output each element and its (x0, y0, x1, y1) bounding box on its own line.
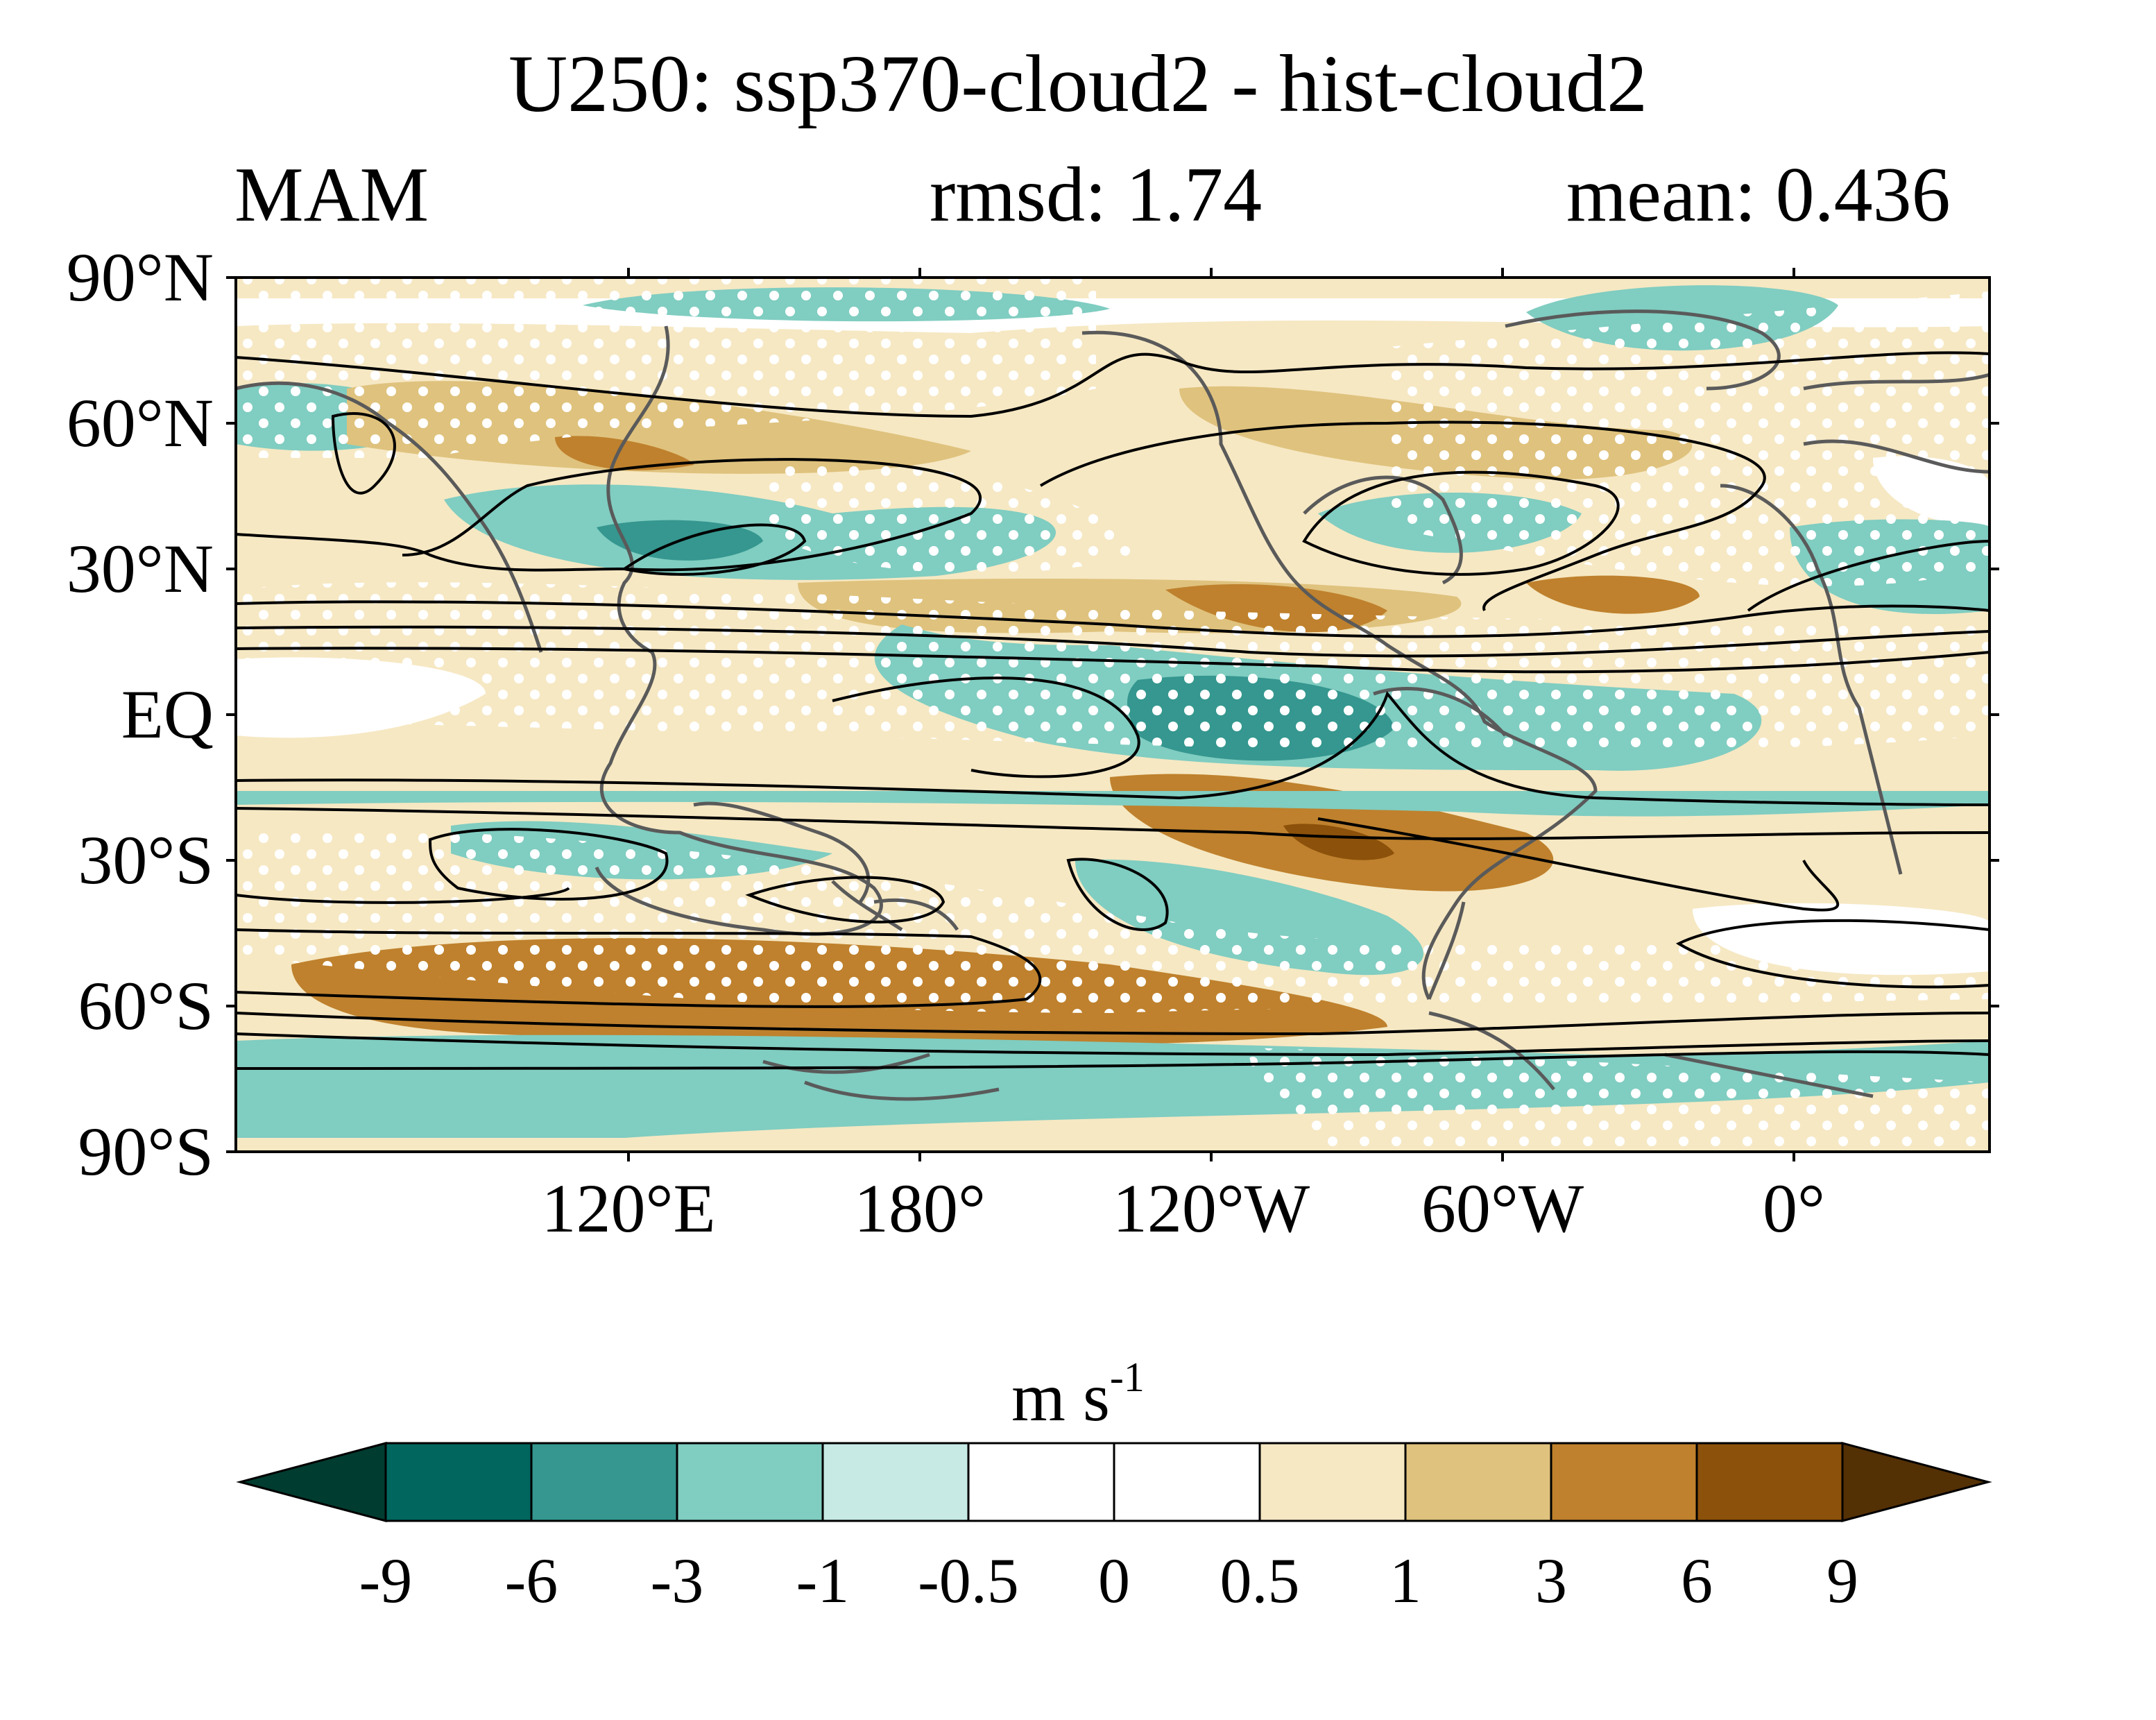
colorbar-label-8: 3 (1535, 1545, 1567, 1616)
colorbar-label-0: -9 (359, 1545, 413, 1616)
colorbar-box-6 (1258, 1442, 1407, 1522)
colorbar-label-1: -6 (504, 1545, 558, 1616)
mean-label: mean: 0.436 (1566, 152, 1951, 238)
map-panel (236, 278, 1990, 1152)
colorbar-label-4: -0.5 (918, 1545, 1019, 1616)
colorbar-box-2 (676, 1442, 824, 1522)
figure-title: U250: ssp370-cloud2 - hist-cloud2 (508, 38, 1648, 129)
lon-label-120e: 120°E (541, 1170, 716, 1247)
lon-label-180: 180° (854, 1170, 986, 1247)
colorbar-extend-low (236, 1442, 387, 1522)
colorbar-box-1 (530, 1442, 678, 1522)
lat-label-90s: 90°S (78, 1113, 214, 1190)
lon-label-60w: 60°W (1421, 1170, 1584, 1247)
map-frame (226, 268, 1999, 1161)
colorbar-label-7: 1 (1389, 1545, 1421, 1616)
colorbar-box-7 (1404, 1442, 1552, 1522)
colorbar-box-0 (384, 1442, 533, 1522)
colorbar-box-8 (1550, 1442, 1698, 1522)
lat-label-30n: 30°N (66, 530, 214, 607)
units-exponent: -1 (1109, 1354, 1145, 1400)
colorbar-box-4 (967, 1442, 1115, 1522)
colorbar-units: m s-1 (0, 1356, 2156, 1432)
colorbar-box-3 (821, 1442, 970, 1522)
units-base: m s (1011, 1359, 1110, 1436)
colorbar-label-2: -3 (650, 1545, 704, 1616)
lat-label-30s: 30°S (78, 821, 214, 899)
colorbar (236, 1442, 1992, 1522)
season-label: MAM (234, 152, 429, 238)
colorbar-label-5: 0 (1098, 1545, 1130, 1616)
colorbar-label-6: 0.5 (1220, 1545, 1300, 1616)
lon-label-0: 0° (1763, 1170, 1825, 1247)
colorbar-extend-high (1841, 1442, 1992, 1522)
lon-label-120w: 120°W (1112, 1170, 1310, 1247)
lat-label-eq: EQ (121, 676, 214, 753)
colorbar-label-10: 9 (1826, 1545, 1858, 1616)
lat-label-90n: 90°N (66, 239, 214, 316)
lat-label-60n: 60°N (66, 384, 214, 461)
lat-label-60s: 60°S (78, 967, 214, 1044)
climatology-contours (236, 351, 1990, 1070)
colorbar-box-5 (1113, 1442, 1261, 1522)
colorbar-label-9: 6 (1681, 1545, 1713, 1616)
rmsd-label: rmsd: 1.74 (930, 152, 1263, 238)
colorbar-box-9 (1695, 1442, 1844, 1522)
colorbar-label-3: -1 (796, 1545, 850, 1616)
